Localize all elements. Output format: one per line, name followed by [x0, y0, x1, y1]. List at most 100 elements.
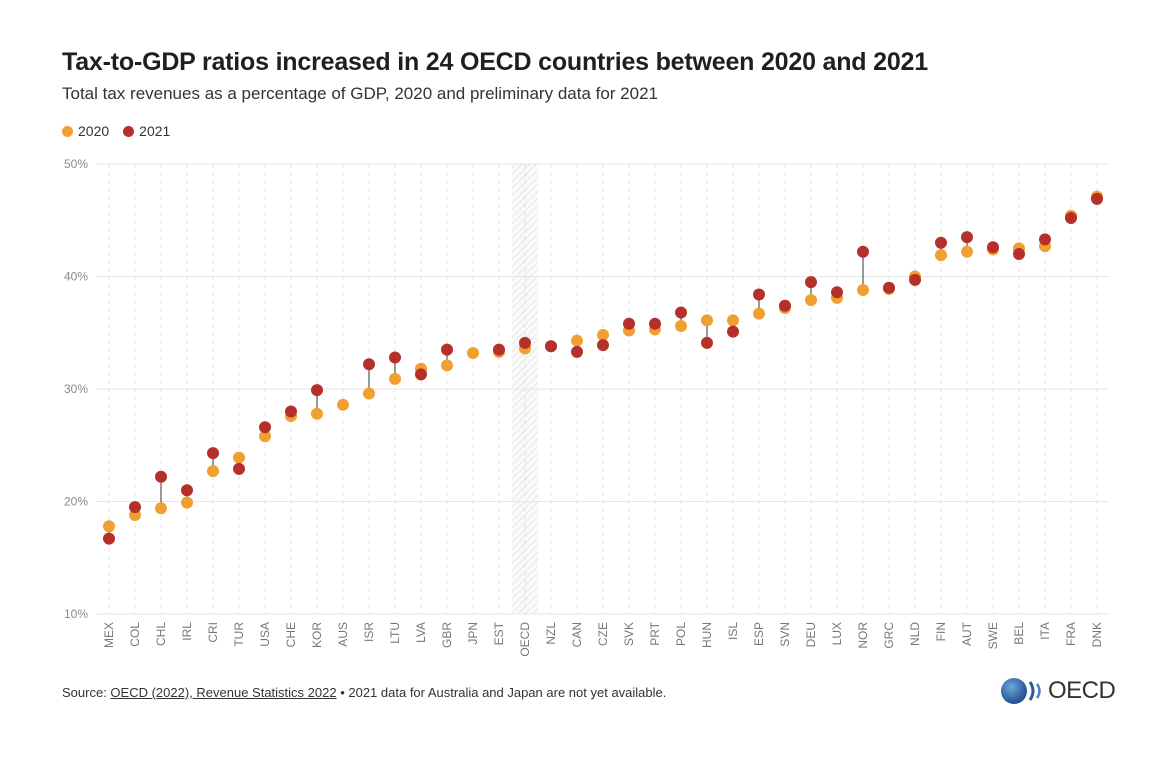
x-tick-label-jpn: JPN: [466, 622, 480, 645]
chart-title: Tax-to-GDP ratios increased in 24 OECD c…: [62, 48, 928, 76]
chart-subtitle: Total tax revenues as a percentage of GD…: [62, 84, 659, 103]
x-tick-label-nzl: NZL: [544, 622, 558, 645]
dot-2021-fra: [1065, 212, 1077, 224]
dot-2021-kor: [311, 384, 323, 397]
dot-2021-deu: [805, 276, 817, 289]
legend-item-2021: 2021: [123, 123, 170, 139]
legend-dot-2020: [62, 125, 73, 137]
x-tick-label-ita: ITA: [1038, 622, 1052, 640]
oecd-logo-text: OECD: [1048, 677, 1116, 704]
dot-2021-gbr: [441, 343, 453, 356]
legend-dot-2021: [123, 125, 135, 137]
dot-2021-svk: [623, 317, 635, 330]
dot-2020-jpn: [467, 347, 479, 359]
dot-2020-fin: [935, 249, 947, 262]
dot-2021-lux: [831, 286, 843, 299]
x-tick-label-dnk: DNK: [1090, 622, 1104, 647]
x-tick-label-isr: ISR: [362, 622, 376, 642]
x-tick-label-esp: ESP: [752, 622, 766, 646]
dot-2021-chl: [155, 470, 167, 483]
dot-2020-tur: [233, 451, 245, 464]
dot-2021-dnk: [1091, 192, 1103, 205]
dot-2020-isl: [727, 314, 739, 327]
dot-2020-mex: [103, 520, 115, 533]
dot-2021-nzl: [545, 340, 557, 353]
dot-2021-grc: [883, 281, 895, 294]
dot-2021-ltu: [389, 351, 401, 364]
dot-2021-nor: [857, 245, 869, 258]
y-tick-label: 40%: [64, 270, 88, 284]
x-tick-label-usa: USA: [258, 622, 272, 647]
x-tick-label-hun: HUN: [700, 622, 714, 648]
x-tick-label-nor: NOR: [856, 622, 870, 649]
legend: 2020 2021: [62, 123, 170, 139]
x-tick-label-gbr: GBR: [440, 622, 454, 648]
dot-2021-che: [285, 405, 297, 418]
x-tick-label-swe: SWE: [986, 622, 1000, 649]
x-tick-label-grc: GRC: [882, 622, 896, 649]
x-tick-label-fin: FIN: [934, 622, 948, 641]
dot-2020-deu: [805, 294, 817, 307]
dot-2021-usa: [259, 421, 271, 434]
dot-2020-ltu: [389, 372, 401, 385]
dot-2021-col: [129, 501, 141, 514]
x-tick-label-est: EST: [492, 621, 506, 645]
oecd-globe-icon: [1001, 678, 1041, 704]
legend-item-2020: 2020: [62, 123, 109, 139]
legend-label-2021: 2021: [139, 123, 171, 139]
x-tick-label-isl: ISL: [726, 622, 740, 640]
x-tick-label-aut: AUT: [960, 621, 974, 646]
x-tick-label-irl: IRL: [180, 622, 194, 641]
x-tick-label-mex: MEX: [102, 622, 116, 648]
x-tick-label-ltu: LTU: [388, 622, 402, 644]
source-note: Source: OECD (2022), Revenue Statistics …: [62, 685, 666, 700]
x-tick-label-prt: PRT: [648, 621, 662, 645]
x-tick-label-svk: SVK: [622, 622, 636, 646]
x-tick-label-col: COL: [128, 622, 142, 647]
x-tick-label-cri: CRI: [206, 622, 220, 643]
x-tick-label-oecd: OECD: [518, 622, 532, 657]
source-prefix: Source:: [62, 685, 111, 700]
y-tick-label: 30%: [64, 382, 88, 396]
dot-2021-can: [571, 345, 583, 358]
x-tick-label-can: CAN: [570, 622, 584, 647]
x-tick-label-fra: FRA: [1064, 622, 1078, 646]
y-tick-label: 10%: [64, 607, 88, 621]
x-tick-label-lux: LUX: [830, 622, 844, 645]
y-tick-label: 50%: [64, 157, 88, 171]
source-availability-note: • 2021 data for Australia and Japan are …: [336, 685, 667, 700]
dot-2020-esp: [753, 307, 765, 320]
x-tick-label-bel: BEL: [1012, 622, 1026, 645]
dot-2021-fin: [935, 236, 947, 249]
dot-2020-aus: [337, 398, 349, 411]
dot-2021-isr: [363, 358, 375, 371]
x-tick-label-svn: SVN: [778, 622, 792, 647]
dot-plot-chart: 10% 20% 30% 40% 50% MEX COL CHL IRL CRI TUR USA CHE…: [64, 157, 1108, 657]
x-tick-label-deu: DEU: [804, 622, 818, 647]
dot-2020-irl: [181, 496, 193, 509]
dot-2021-oecd: [519, 336, 531, 349]
x-tick-label-aus: AUS: [336, 622, 350, 647]
dot-2020-gbr: [441, 359, 453, 372]
dot-2020-usa: [259, 430, 271, 443]
dot-2021-aut: [961, 231, 973, 244]
dot-2020-chl: [155, 502, 167, 515]
dot-2021-irl: [181, 484, 193, 497]
x-tick-label-nld: NLD: [908, 622, 922, 646]
x-tick-label-cze: CZE: [596, 622, 610, 646]
dot-2021-est: [493, 343, 505, 356]
dot-2021-ita: [1039, 233, 1051, 246]
dot-2021-mex: [103, 532, 115, 545]
dot-2021-bel: [1013, 248, 1025, 260]
dot-2020-kor: [311, 407, 323, 420]
dot-2021-nld: [909, 273, 921, 286]
dot-2020-cri: [207, 465, 219, 478]
dot-2021-pol: [675, 306, 687, 319]
y-tick-label: 20%: [64, 495, 88, 509]
x-tick-label-pol: POL: [674, 622, 688, 646]
x-tick-label-tur: TUR: [232, 622, 246, 647]
dot-2020-hun: [701, 314, 713, 327]
dot-2021-cze: [597, 339, 609, 352]
dot-2020-can: [571, 334, 583, 347]
source-link[interactable]: OECD (2022), Revenue Statistics 2022: [110, 685, 337, 700]
